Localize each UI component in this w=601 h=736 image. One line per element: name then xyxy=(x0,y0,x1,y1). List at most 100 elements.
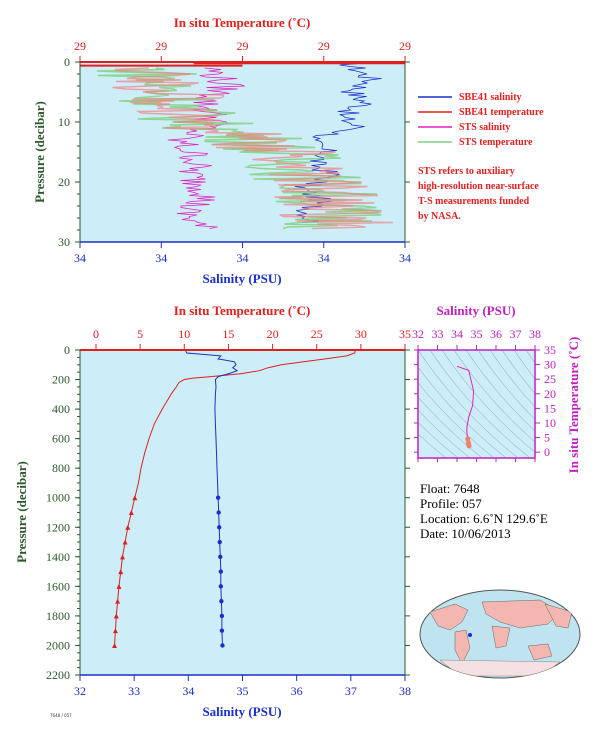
ts-sal-tick-label: 38 xyxy=(529,327,541,341)
bottom-temp-tick-label: 0 xyxy=(93,327,99,341)
ts-density-contour xyxy=(453,350,535,443)
ts-density-contour xyxy=(418,433,447,458)
top-sal-tick-label: 34 xyxy=(237,251,249,265)
sts-note-line: high-resolution near-surface xyxy=(418,181,539,192)
top-panel: In situ Temperature (˚C) 29 29 29 29 29 34 34… xyxy=(32,15,544,286)
top-pressure-tick-labels: 0 10 20 30 xyxy=(58,55,70,249)
temperature-point xyxy=(128,510,134,515)
bottom-pressure-tick-label: 200 xyxy=(52,373,70,387)
bottom-pressure-tick-label: 1400 xyxy=(46,550,70,564)
top-temp-tick-label: 29 xyxy=(399,39,411,53)
top-sal-tick-label: 34 xyxy=(318,251,330,265)
top-sal-axis-title: Salinity (PSU) xyxy=(202,271,281,286)
ts-temp-tick-label: 25 xyxy=(544,372,556,386)
ts-temp-tick-label: 10 xyxy=(544,416,556,430)
bottom-pressure-tick-label: 2000 xyxy=(46,638,70,652)
ts-sal-tick-label: 37 xyxy=(510,327,522,341)
temperature-point xyxy=(112,628,118,634)
top-legend: SBE41 salinity SBE41 temperature STS salin… xyxy=(418,92,544,148)
bottom-plot-area xyxy=(80,350,405,675)
top-temp-tick-label: 29 xyxy=(74,39,86,53)
bottom-temp-tick-label: 5 xyxy=(137,327,143,341)
location-map xyxy=(419,589,581,679)
salinity-point xyxy=(218,569,224,574)
top-pressure-tick-label: 10 xyxy=(58,115,70,129)
bottom-pressure-tick-label: 2200 xyxy=(46,668,70,682)
top-temp-tick-labels: 29 29 29 29 29 xyxy=(74,39,411,53)
ts-temp-tick-label: 30 xyxy=(544,358,556,372)
salinity-point xyxy=(218,584,224,589)
ts-sal-tick-label: 35 xyxy=(471,327,483,341)
bottom-sal-tick-label: 38 xyxy=(399,684,411,698)
info-profile: Profile: 057 xyxy=(420,496,482,511)
ts-density-contour xyxy=(477,350,535,420)
bottom-pressure-tick-label: 800 xyxy=(52,461,70,475)
world-map-land xyxy=(429,599,573,677)
salinity-point xyxy=(219,628,225,633)
top-series-sbe41-temperature xyxy=(80,62,405,67)
bottom-temp-tick-label: 25 xyxy=(311,327,323,341)
bottom-temp-tick-label: 35 xyxy=(399,327,411,341)
ts-temp-tick-label: 0 xyxy=(544,445,550,459)
bottom-pressure-tick-label: 1600 xyxy=(46,579,70,593)
temperature-point xyxy=(122,539,128,545)
ts-plot-area xyxy=(417,349,536,459)
ts-density-contour xyxy=(418,350,519,458)
ts-sal-tick-label: 32 xyxy=(412,327,424,341)
salinity-point xyxy=(219,598,224,604)
top-series-sts-temperature-overlay xyxy=(112,67,393,230)
top-pressure-tick-label: 30 xyxy=(58,235,70,249)
salinity-point xyxy=(217,539,222,545)
ts-sal-tick-label: 36 xyxy=(490,327,502,341)
bottom-sal-tick-label: 37 xyxy=(345,684,357,698)
top-temp-tick-label: 29 xyxy=(237,39,249,53)
salinity-point xyxy=(215,495,221,500)
top-sal-tick-label: 34 xyxy=(155,251,167,265)
top-tick-marks xyxy=(75,56,410,248)
bottom-temp-tick-labels: 0 5 10 15 20 25 30 35 xyxy=(93,327,411,341)
ts-temp-axis-title: In situ Temperature (˚C) xyxy=(566,337,581,474)
info-date: Date: 10/06/2013 xyxy=(420,526,511,541)
salinity-point xyxy=(218,554,223,560)
ts-temp-tick-label: 15 xyxy=(544,401,556,415)
salinity-point xyxy=(216,510,221,515)
bottom-sal-tick-label: 33 xyxy=(128,684,140,698)
legend-label: STS salinity xyxy=(459,122,510,133)
top-sal-tick-labels: 34 34 34 34 34 xyxy=(74,251,411,265)
ts-density-contour xyxy=(489,350,535,408)
temperature-profile-line xyxy=(114,349,357,646)
bottom-pressure-tick-label: 1800 xyxy=(46,609,70,623)
ts-sal-tick-labels: 32 33 34 35 36 37 38 xyxy=(412,327,541,341)
ts-density-contour xyxy=(418,366,507,458)
ts-temp-tick-label: 5 xyxy=(544,431,550,445)
float-info: Float: 7648 Profile: 057 Location: 6.6˚N… xyxy=(420,481,548,541)
bottom-panel: In situ Temperature (˚C) 0 5 10 15 20 25 30 35 … xyxy=(14,303,411,719)
ts-temp-tick-label: 20 xyxy=(544,387,556,401)
bottom-temp-tick-label: 10 xyxy=(178,327,190,341)
sts-note: STS refers to auxiliary high-resolution n… xyxy=(418,166,539,222)
legend-label: STS temperature xyxy=(459,137,533,148)
ts-density-contours xyxy=(418,350,535,458)
ts-series-group xyxy=(456,365,475,449)
temperature-point xyxy=(116,583,122,589)
top-sal-tick-label: 34 xyxy=(74,251,86,265)
top-sal-tick-label: 34 xyxy=(399,251,411,265)
temperature-point xyxy=(118,569,124,575)
bottom-pressure-tick-label: 600 xyxy=(52,432,70,446)
top-pressure-tick-label: 0 xyxy=(64,55,70,69)
salinity-point xyxy=(217,525,222,530)
salinity-profile-line xyxy=(185,349,239,646)
ts-point xyxy=(466,443,472,449)
bottom-temp-tick-label: 15 xyxy=(222,327,234,341)
ts-density-contour xyxy=(501,350,535,394)
info-location: Location: 6.6˚N 129.6˚E xyxy=(420,511,548,526)
bottom-pressure-axis-title: Pressure (decibar) xyxy=(14,461,29,563)
bottom-series-group xyxy=(112,349,357,648)
ts-density-contour xyxy=(465,350,535,432)
temperature-point xyxy=(132,495,138,501)
bottom-sal-tick-label: 32 xyxy=(74,684,86,698)
legend-label: SBE41 temperature xyxy=(459,107,544,118)
ts-sal-axis-title: Salinity (PSU) xyxy=(436,303,515,318)
ts-temp-tick-label: 35 xyxy=(544,343,556,357)
